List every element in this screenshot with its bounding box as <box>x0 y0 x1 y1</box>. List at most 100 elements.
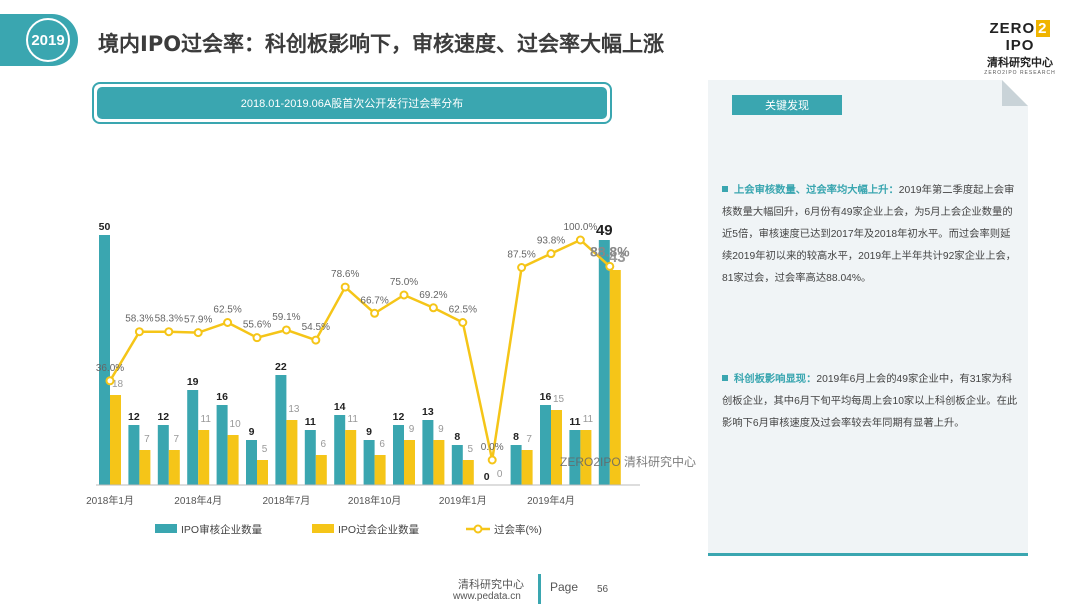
bar-label-reviewed: 8 <box>454 431 460 443</box>
footer-page-label: Page <box>550 580 579 594</box>
line-layer: 36.0%58.3% 58.3% 57.9%62.5%55.6%59.1%54.5%… <box>96 222 630 465</box>
bar-approved <box>110 395 121 485</box>
bar-approved <box>609 270 621 485</box>
finding-1: 上会审核数量、过会率均大幅上升：2019年第二季度起上会审核数量大幅回升，6月份… <box>722 180 1018 290</box>
footer-page-number: 56 <box>597 584 609 595</box>
bar-label-reviewed: 11 <box>569 416 580 428</box>
bar-approved <box>551 410 562 485</box>
zero2ipo-logo: ZERO 2IPO 清科研究中心 ZERO2IPO RESEARCH <box>976 20 1064 76</box>
logo-en: ZERO2IPO RESEARCH <box>984 70 1056 76</box>
logo-box: 2 <box>1036 20 1050 37</box>
x-axis: 2018年1月 2018年4月 2018年7月 2018年10月 2019年1月 2019… <box>86 484 640 507</box>
bar-reviewed <box>393 425 404 485</box>
pass-rate-label: 87.5% <box>507 250 535 261</box>
bar-label-approved: 13 <box>288 404 300 415</box>
pass-rate-point <box>134 327 144 337</box>
legend-marker-rate <box>473 524 483 534</box>
pass-rate-point <box>605 261 615 271</box>
pass-rate-label: 55.6% <box>243 320 271 331</box>
bar-approved <box>286 420 298 485</box>
year-badge: 2019 <box>0 14 78 66</box>
bar-label-reviewed: 14 <box>334 401 346 413</box>
finding-2-text: 2019年6月上会的49家企业中，有31家为科创板企业，其中6月下旬平均每周上会… <box>722 374 1018 429</box>
bar-label-reviewed: 12 <box>393 411 405 423</box>
year-label: 2019 <box>26 18 70 62</box>
logo-text-b: IPO <box>1005 37 1035 54</box>
legend-swatch-approved <box>312 524 334 533</box>
legend-swatch-reviewed <box>155 524 177 533</box>
pass-rate-point <box>458 318 468 327</box>
bar-label-approved: 0 <box>497 469 503 480</box>
pass-rate-label: 69.2% <box>419 290 447 301</box>
pass-rate-point <box>193 328 203 338</box>
bar-label-reviewed: 12 <box>157 411 169 423</box>
bar-label-reviewed: 16 <box>216 391 228 403</box>
bar-reviewed <box>99 235 110 485</box>
pass-rate-point <box>370 308 380 318</box>
pass-rate-point <box>517 263 527 272</box>
bar-reviewed <box>216 405 228 485</box>
pass-rate-label: 36.0% <box>96 363 124 374</box>
bar-reviewed <box>157 425 169 485</box>
pass-rate-label: 78.6% <box>331 269 359 280</box>
x-tick-label: 2018年4月 <box>174 494 222 507</box>
pass-rate-point <box>311 335 321 345</box>
pass-rate-point <box>575 235 585 245</box>
bar-label-reviewed: 9 <box>366 426 372 438</box>
bar-label-approved: 7 <box>174 434 180 445</box>
pass-rate-label: 100.0% <box>563 222 597 233</box>
bar-reviewed <box>275 375 287 485</box>
finding-1-label: 上会审核数量、过会率均大幅上升： <box>734 185 899 196</box>
bar-reviewed <box>598 240 610 485</box>
bar-reviewed <box>246 440 257 485</box>
bar-label-reviewed: 50 <box>99 221 111 233</box>
logo-cn: 清科研究中心 <box>987 57 1053 69</box>
bar-label-approved: 9 <box>409 424 415 435</box>
ipo-chart: 5018127127191116109522131161411961291398… <box>86 221 696 536</box>
bar-reviewed <box>510 445 522 485</box>
pass-rate-label: 57.9% <box>184 315 212 326</box>
bar-label-reviewed: 12 <box>128 411 140 423</box>
bar-approved <box>462 460 474 485</box>
bar-label-approved: 11 <box>583 414 594 425</box>
pass-rate-point <box>399 290 409 300</box>
page-title: 境内IPO过会率：科创板影响下，审核速度、过会率大幅上涨 <box>98 32 665 56</box>
bar-approved <box>315 455 327 485</box>
bar-reviewed <box>334 415 346 485</box>
bullet-icon <box>722 186 728 192</box>
pass-rate-label: 58.3% <box>155 314 183 325</box>
pass-rate-point <box>340 282 350 292</box>
key-findings-panel: 关键发现 上会审核数量、过会率均大幅上升：2019年第二季度起上会审核数量大幅回… <box>708 80 1028 556</box>
pass-rate-label: 0.0% <box>481 442 504 453</box>
bar-reviewed <box>363 440 375 485</box>
pass-rate-label: 62.5% <box>213 305 241 316</box>
bar-label-approved: 7 <box>144 434 150 445</box>
bar-approved <box>345 430 357 485</box>
legend: IPO审核企业数量 IPO过会企业数量 过会率(%) <box>155 523 542 536</box>
pass-rate-label: 62.5% <box>449 305 477 316</box>
bar-approved <box>227 435 239 485</box>
pass-rate-point <box>428 303 438 313</box>
bar-label-approved: 6 <box>379 439 385 450</box>
bar-label-approved: 5 <box>262 444 268 455</box>
bar-approved <box>433 440 445 485</box>
bullet-icon <box>722 375 728 381</box>
pass-rate-label: 58.3% <box>125 314 153 325</box>
bar-label-approved: 11 <box>201 414 212 425</box>
watermark-text: ZERO2IPO 清科研究中心 <box>560 454 696 469</box>
pass-rate-label: 54.5% <box>302 322 330 333</box>
bar-label-approved: 15 <box>553 394 565 405</box>
finding-2: 科创板影响显现：2019年6月上会的49家企业中，有31家为科创板企业，其中6月… <box>722 369 1018 435</box>
chart-title: 2018.01-2019.06A股首次公开发行过会率分布 <box>97 87 607 119</box>
bar-label-approved: 7 <box>526 434 532 445</box>
bar-label-approved: 18 <box>112 379 124 390</box>
pass-rate-line <box>108 238 611 461</box>
pass-rate-point <box>105 376 115 386</box>
bar-approved <box>198 430 210 485</box>
bar-reviewed <box>451 445 463 485</box>
x-tick-label: 2018年1月 <box>86 494 134 507</box>
bar-label-approved: 11 <box>348 414 359 425</box>
findings-title: 关键发现 <box>732 95 842 115</box>
bar-approved <box>580 430 592 485</box>
bar-reviewed <box>304 430 316 485</box>
